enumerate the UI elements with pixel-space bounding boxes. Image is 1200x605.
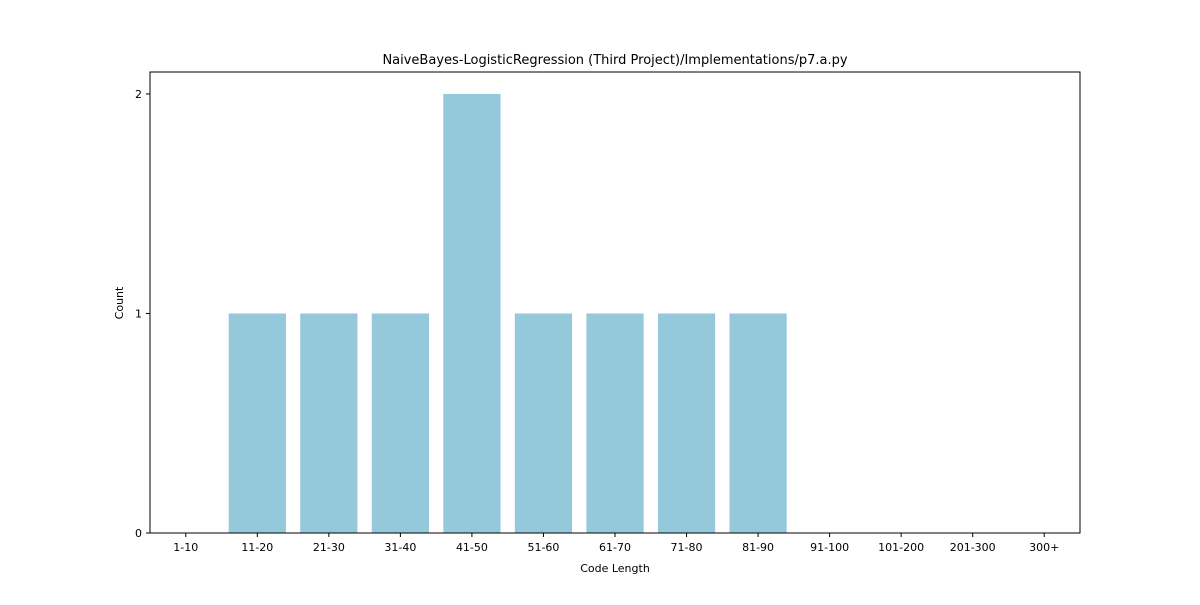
x-tick-label: 1-10 bbox=[173, 541, 198, 554]
x-tick-label: 11-20 bbox=[241, 541, 273, 554]
bar-21-30 bbox=[300, 313, 358, 533]
y-axis: 0 1 2 bbox=[135, 88, 150, 540]
chart-title: NaiveBayes-LogisticRegression (Third Pro… bbox=[382, 53, 847, 68]
x-tick-label: 61-70 bbox=[599, 541, 631, 554]
bars-group bbox=[228, 93, 787, 533]
x-tick-label: 300+ bbox=[1029, 541, 1059, 554]
x-tick-label: 41-50 bbox=[456, 541, 488, 554]
bar-81-90 bbox=[729, 313, 787, 533]
x-axis: 1-10 11-20 21-30 31-40 41-50 51-60 61-70 71-80 8… bbox=[173, 533, 1059, 554]
x-axis-label: Code Length bbox=[580, 562, 650, 575]
y-tick-label: 1 bbox=[135, 307, 142, 320]
y-axis-label: Count bbox=[113, 286, 126, 319]
x-tick-label: 91-100 bbox=[810, 541, 849, 554]
bar-51-60 bbox=[514, 313, 573, 533]
x-tick-label: 201-300 bbox=[950, 541, 996, 554]
x-tick-label: 81-90 bbox=[742, 541, 774, 554]
bar-61-70 bbox=[586, 313, 644, 533]
bar-71-80 bbox=[657, 313, 716, 533]
x-tick-label: 71-80 bbox=[671, 541, 703, 554]
y-tick-label: 2 bbox=[135, 88, 142, 101]
x-tick-label: 51-60 bbox=[527, 541, 559, 554]
x-tick-label: 101-200 bbox=[878, 541, 924, 554]
x-tick-label: 21-30 bbox=[313, 541, 345, 554]
x-tick-label: 31-40 bbox=[384, 541, 416, 554]
y-tick-label: 0 bbox=[135, 527, 142, 540]
bar-11-20 bbox=[228, 313, 286, 533]
bar-31-40 bbox=[371, 313, 429, 533]
bar-41-50 bbox=[443, 93, 501, 533]
